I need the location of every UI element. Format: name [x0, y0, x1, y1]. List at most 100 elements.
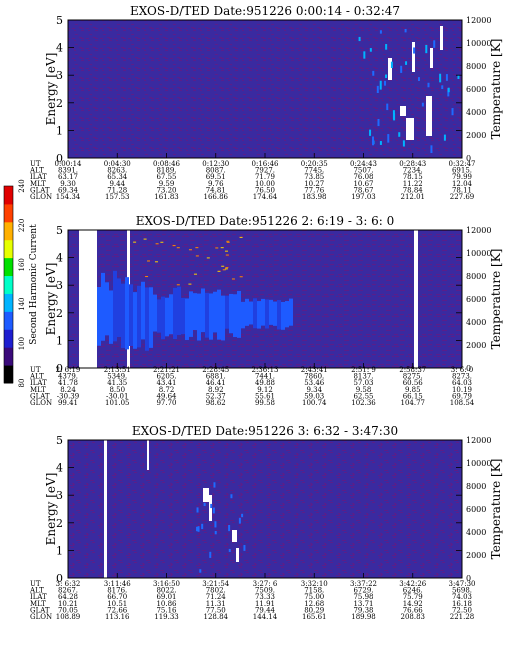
- y2-tick-label: 6000: [466, 85, 486, 94]
- table-cell: 5698.: [452, 587, 472, 595]
- table-cell: 0:12:30: [202, 160, 229, 168]
- y2-tick-label: 4000: [466, 318, 486, 327]
- table-cell: 3:47:30: [449, 580, 476, 588]
- table-cell: 0:04:30: [104, 160, 131, 168]
- table-cell: 6729.: [353, 587, 373, 595]
- table-cell: 183.98: [302, 193, 327, 201]
- table-row-label: UT: [30, 366, 41, 374]
- table-cell: 128.84: [204, 613, 229, 621]
- table-cell: 8263.: [107, 167, 127, 175]
- table-cell: 76.50: [255, 186, 275, 194]
- table-cell: 9.76: [208, 180, 224, 188]
- table-cell: 10.51: [107, 600, 127, 608]
- table-cell: 53.46: [304, 379, 325, 387]
- table-cell: 75.98: [353, 593, 373, 601]
- y2-tick-label: 2000: [466, 341, 486, 350]
- table-cell: 8273.: [452, 373, 472, 381]
- table-cell: 7234.: [403, 167, 423, 175]
- table-cell: 59.03: [304, 392, 324, 400]
- y-axis-label: Energy [eV]: [44, 263, 58, 336]
- table-cell: 10.21: [58, 600, 78, 608]
- table-cell: 8.50: [109, 386, 125, 394]
- table-cell: 174.64: [253, 193, 278, 201]
- table-cell: 157.53: [105, 193, 130, 201]
- table-cell: 10.27: [304, 180, 324, 188]
- table-cell: 12.04: [452, 180, 473, 188]
- colorbar-tick: 240: [18, 179, 26, 192]
- table-cell: 3:16:50: [153, 580, 180, 588]
- table-cell: 78.15: [403, 173, 423, 181]
- table-cell: 8.92: [208, 386, 224, 394]
- table-cell: 69.79: [452, 392, 472, 400]
- table-cell: 0:16:46: [252, 160, 280, 168]
- colorbar-swatch: [4, 275, 13, 294]
- table-cell: 79.44: [255, 606, 276, 614]
- table-cell: 99.41: [58, 399, 78, 407]
- table-cell: 77.76: [304, 186, 325, 194]
- spectrogram-features: [358, 26, 460, 153]
- table-cell: 77.50: [206, 606, 226, 614]
- table-cell: 10.00: [255, 180, 275, 188]
- table-cell: 2:58:37: [399, 366, 426, 374]
- table-row-label: ILAT: [30, 173, 47, 181]
- table-cell: 11.91: [255, 600, 275, 608]
- table-cell: 119.33: [154, 613, 179, 621]
- y-tick-label: 4: [56, 252, 63, 265]
- table-row-label: GLAT: [30, 392, 50, 400]
- y-tick-label: 2: [56, 97, 63, 110]
- y-tick-label: 1: [56, 334, 63, 347]
- table-row-label: ALT: [29, 167, 44, 175]
- colorbar-tick: 140: [18, 298, 26, 311]
- colorbar-swatch: [4, 347, 13, 366]
- table-cell: 9.30: [60, 180, 76, 188]
- panel-title: EXOS-D/TED Date:951226 2: 6:19 - 3: 6: 0: [136, 214, 395, 228]
- table-cell: 7441.: [255, 373, 275, 381]
- table-cell: 8022.: [156, 587, 176, 595]
- table-cell: -30.39: [57, 392, 79, 400]
- table-cell: 8176.: [107, 587, 127, 595]
- y-tick-label: 3: [56, 279, 63, 292]
- table-cell: 189.98: [351, 613, 376, 621]
- table-cell: 197.03: [351, 193, 376, 201]
- colorbar-swatch: [4, 221, 13, 241]
- table-cell: 9.12: [257, 386, 273, 394]
- colorbar-swatch: [4, 203, 13, 223]
- table-cell: 49.64: [156, 392, 177, 400]
- table-cell: 79.99: [452, 173, 472, 181]
- table-cell: 66.70: [107, 593, 127, 601]
- table-cell: 76.08: [353, 173, 373, 181]
- table-row-label: MLT: [30, 386, 46, 394]
- table-cell: 221.28: [450, 613, 475, 621]
- y-tick-label: 0: [56, 362, 63, 375]
- table-row-label: ILAT: [30, 593, 47, 601]
- table-cell: 8.72: [159, 386, 175, 394]
- table-cell: 6915.: [452, 167, 472, 175]
- table-cell: 60.56: [403, 379, 424, 387]
- table-row-label: MLT: [30, 600, 46, 608]
- panel-1: EXOS-D/TED Date:951226 0:00:14 - 0:32:47…: [29, 4, 503, 201]
- table-cell: 3:11:46: [104, 580, 132, 588]
- table-cell: 72.66: [107, 606, 128, 614]
- table-cell: 65.34: [107, 173, 128, 181]
- table-cell: 12.68: [304, 600, 324, 608]
- table-cell: 4379.: [58, 373, 78, 381]
- table-row-label: GLON: [30, 193, 52, 201]
- table-cell: 72.50: [452, 606, 472, 614]
- y2-tick-label: 4000: [466, 528, 486, 537]
- table-cell: 7927.: [255, 167, 275, 175]
- table-cell: 0:24:43: [350, 160, 377, 168]
- colorbar-swatch: [4, 186, 13, 205]
- table-cell: 9.85: [405, 386, 421, 394]
- table-cell: 8275.: [403, 373, 423, 381]
- table-cell: 113.16: [105, 613, 130, 621]
- table-cell: 8137.: [353, 373, 373, 381]
- table-cell: 74.03: [452, 593, 472, 601]
- table-cell: 9.44: [109, 180, 125, 188]
- panel-title: EXOS-D/TED Date:951226 0:00:14 - 0:32:47: [130, 4, 400, 18]
- table-cell: 3: 6: 0: [451, 366, 474, 374]
- table-cell: 165.61: [302, 613, 327, 621]
- table-row-label: GLAT: [30, 186, 50, 194]
- y2-tick-label: 0: [466, 154, 471, 163]
- table-row-label: GLON: [30, 613, 52, 621]
